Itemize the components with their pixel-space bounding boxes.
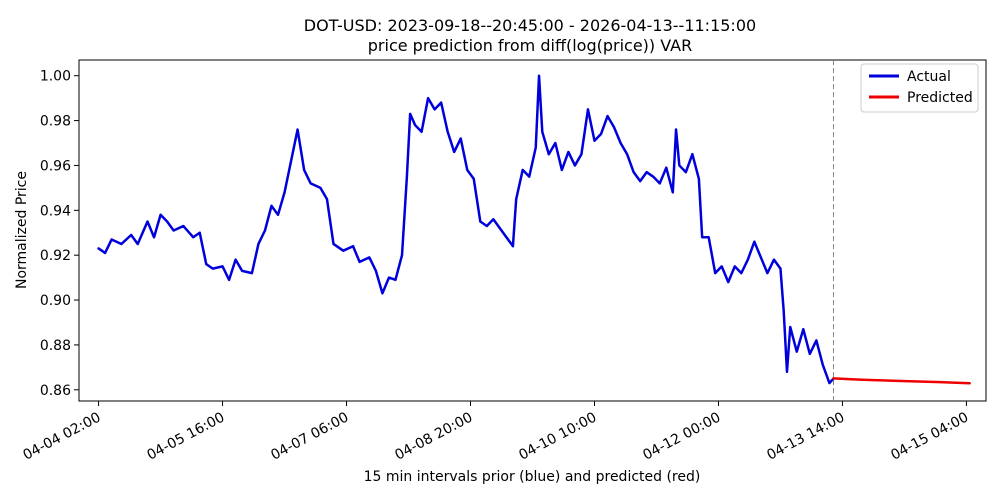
x-tick-label: 04-05 16:00: [144, 409, 227, 463]
x-tick-label: 04-07 06:00: [268, 409, 351, 463]
x-tick-label: 04-15 04:00: [888, 409, 971, 463]
y-tick-label: 0.86: [40, 383, 71, 399]
y-tick-label: 0.98: [40, 114, 71, 130]
chart-title: DOT-USD: 2023-09-18--20:45:00 - 2026-04-…: [304, 16, 756, 35]
axis-ticks: 0.86 0.88 0.90 0.92 0.94 0.96 0.98 1.00 04-04 02…: [20, 69, 971, 464]
y-tick-label: 0.88: [40, 338, 71, 354]
series-layer: [97, 60, 971, 401]
y-axis-label: Normalized Price: [14, 171, 30, 289]
plot-frame: [78, 59, 987, 402]
x-tick-label: 04-10 10:00: [516, 409, 599, 463]
x-axis-label: 15 min intervals prior (blue) and predic…: [364, 469, 701, 485]
legend: Actual Predicted: [860, 63, 979, 113]
legend-label-actual: Actual: [907, 69, 951, 85]
x-tick-label: 04-13 14:00: [764, 409, 847, 463]
chart-subtitle: price prediction from diff(log(price)) V…: [368, 36, 692, 55]
x-tick-label: 04-12 00:00: [640, 409, 723, 463]
y-tick-label: 0.94: [40, 203, 71, 219]
y-tick-label: 0.92: [40, 248, 71, 264]
legend-label-predicted: Predicted: [907, 90, 973, 106]
y-tick-label: 0.90: [40, 293, 71, 309]
series-line-predicted: [832, 377, 971, 385]
y-tick-label: 1.00: [40, 69, 71, 85]
x-tick-label: 04-08 20:00: [392, 409, 475, 463]
x-tick-label: 04-04 02:00: [20, 409, 103, 463]
series-line-actual: [97, 74, 835, 385]
y-tick-label: 0.96: [40, 158, 71, 174]
